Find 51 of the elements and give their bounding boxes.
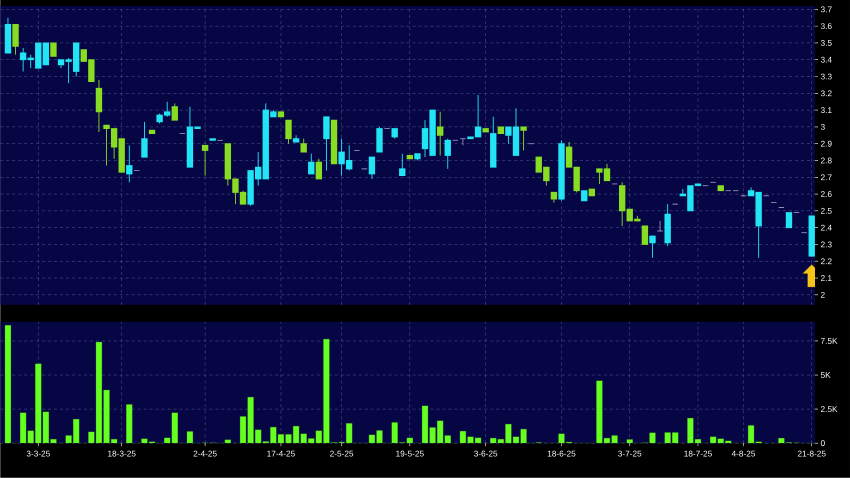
bar bbox=[255, 430, 262, 444]
y-tick-label: 3.5 bbox=[820, 40, 832, 46]
bar bbox=[35, 364, 42, 444]
y-tick-label: 3.7 bbox=[820, 6, 832, 12]
y-tick-label: 2.7 bbox=[820, 174, 832, 180]
y-tick-label: 2.1 bbox=[820, 275, 832, 281]
y-tick-label: 2.4 bbox=[820, 224, 832, 231]
y-tick-label: 3.1 bbox=[820, 107, 832, 114]
candlestick bbox=[96, 80, 102, 132]
x-tick-label: 17-4-25 bbox=[267, 450, 295, 457]
y-tick-label: 2.2 bbox=[820, 258, 832, 264]
x-tick-label: 3-7-25 bbox=[618, 450, 642, 457]
bar bbox=[437, 420, 444, 444]
y-tick-label: 3.6 bbox=[820, 23, 832, 30]
bar bbox=[28, 430, 34, 444]
x-tick-label: 3-6-25 bbox=[474, 450, 498, 457]
bar bbox=[172, 412, 178, 444]
y-tick-label: 0 bbox=[820, 440, 825, 446]
bar bbox=[88, 432, 94, 444]
x-tick-label: 3-3-25 bbox=[26, 450, 50, 457]
bar bbox=[42, 412, 49, 444]
candlestick bbox=[664, 204, 671, 247]
x-tick-label: 18-3-25 bbox=[108, 450, 136, 457]
y-tick-label: 2.5K bbox=[820, 406, 838, 412]
bar bbox=[316, 430, 322, 444]
bar bbox=[346, 423, 352, 444]
x-tick-label: 2-4-25 bbox=[194, 450, 217, 457]
x-tick-label: 18-6-25 bbox=[548, 450, 576, 457]
x-tick-label: 2-5-25 bbox=[330, 450, 354, 457]
y-tick-label: 3 bbox=[820, 124, 825, 130]
y-tick-label: 2.6 bbox=[820, 191, 832, 198]
bar bbox=[392, 422, 398, 444]
y-tick-label: 2 bbox=[820, 292, 825, 298]
y-tick-label: 3.4 bbox=[820, 56, 832, 63]
y-tick-label: 7.5K bbox=[820, 338, 838, 344]
y-tick-label: 3.2 bbox=[820, 90, 832, 96]
y-tick-label: 5K bbox=[820, 372, 831, 378]
y-tick-label: 2.3 bbox=[820, 242, 832, 248]
candlestick bbox=[436, 111, 444, 156]
x-tick-label: 21-8-25 bbox=[798, 450, 826, 457]
bar bbox=[73, 419, 80, 444]
y-tick-label: 2.8 bbox=[820, 158, 832, 164]
x-tick-label: 4-8-25 bbox=[732, 450, 756, 457]
y-tick-label: 2.5 bbox=[820, 208, 832, 214]
y-tick-label: 3.3 bbox=[820, 74, 832, 80]
y-tick-label: 2.9 bbox=[820, 140, 832, 147]
bar bbox=[20, 412, 26, 444]
bar bbox=[270, 427, 276, 444]
bar bbox=[126, 404, 132, 444]
x-tick-label: 19-5-25 bbox=[396, 450, 424, 457]
x-tick-label: 18-7-25 bbox=[684, 450, 712, 457]
